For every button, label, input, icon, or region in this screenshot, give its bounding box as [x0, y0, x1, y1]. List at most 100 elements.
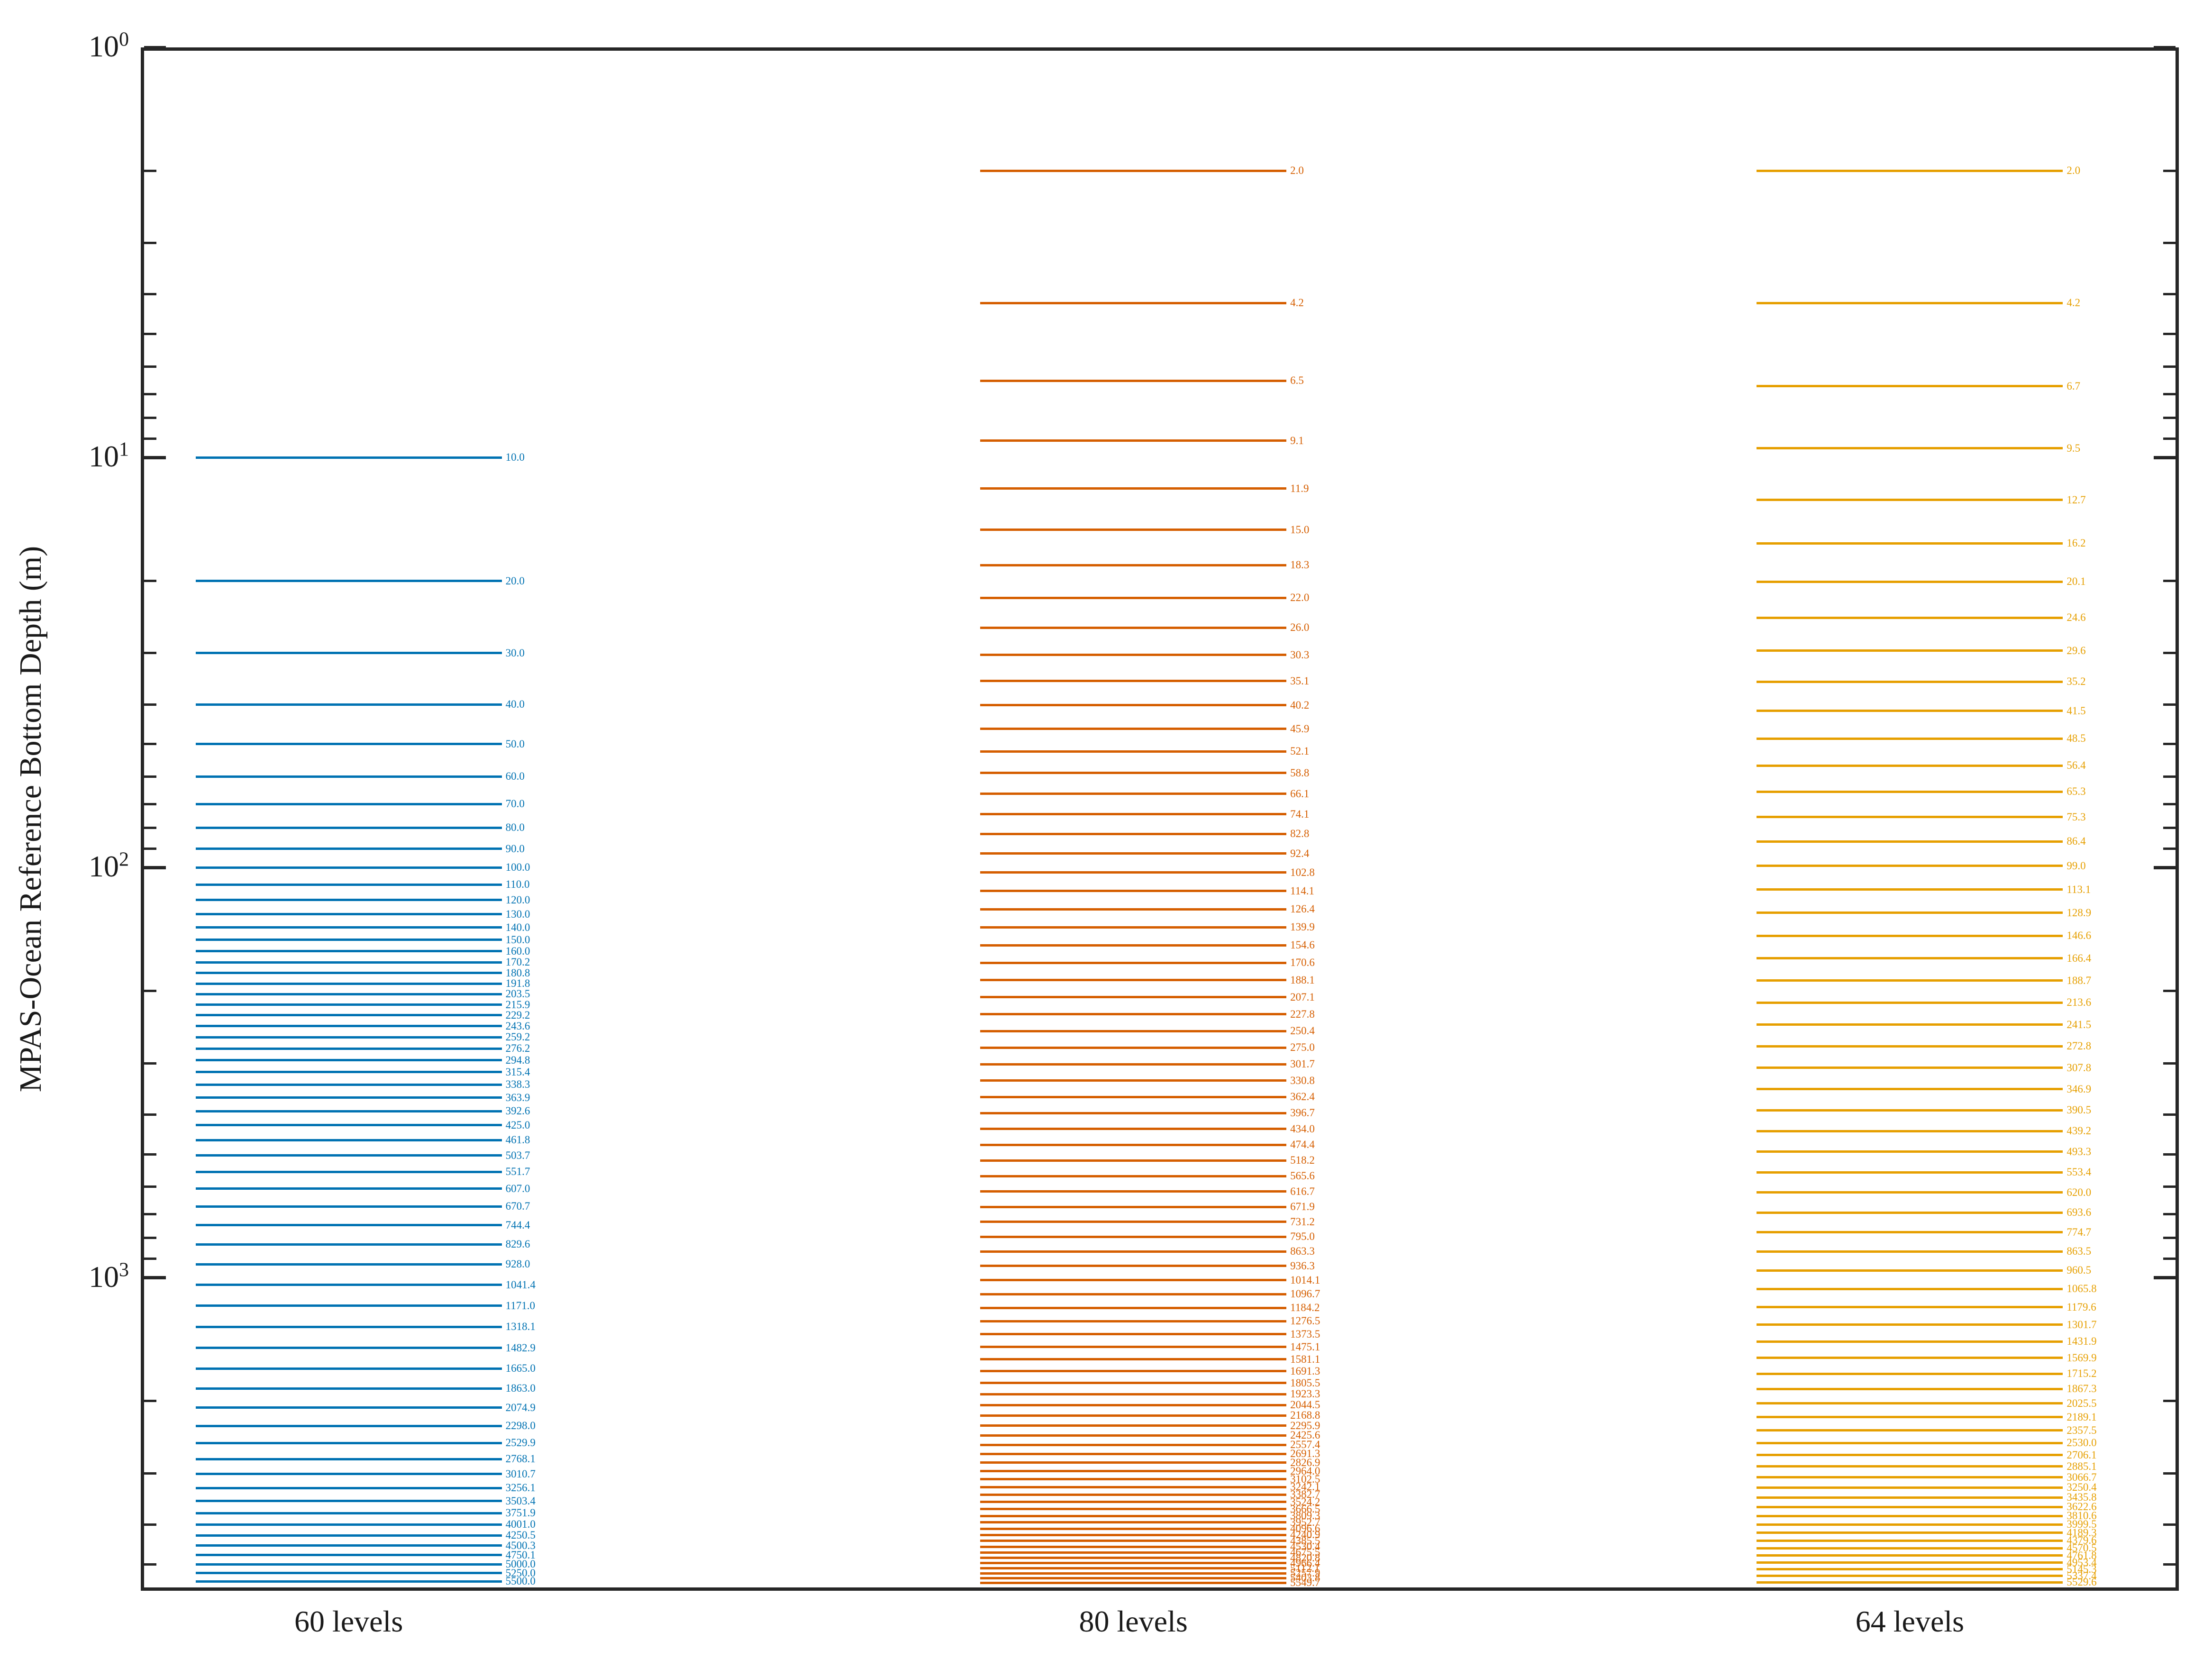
- level-line-60-levels: [195, 1096, 502, 1099]
- level-label-80-levels: 275.0: [1290, 1041, 1315, 1054]
- level-label-60-levels: 363.9: [505, 1091, 530, 1103]
- level-label-80-levels: 2295.9: [1290, 1419, 1320, 1431]
- minor-tick: [144, 826, 156, 829]
- level-line-64-levels: [1757, 1561, 2063, 1564]
- level-line-80-levels: [980, 1079, 1287, 1082]
- level-line-80-levels: [980, 1333, 1287, 1336]
- level-line-64-levels: [1757, 1465, 2063, 1468]
- level-label-80-levels: 188.1: [1290, 974, 1315, 986]
- level-label-60-levels: 4500.3: [505, 1539, 536, 1551]
- level-line-80-levels: [980, 1577, 1287, 1579]
- level-line-60-levels: [195, 913, 502, 916]
- level-line-64-levels: [1757, 499, 2063, 501]
- level-label-60-levels: 4001.0: [505, 1518, 536, 1531]
- minor-tick: [144, 365, 156, 368]
- level-label-64-levels: 439.2: [2066, 1125, 2092, 1137]
- level-line-64-levels: [1757, 1357, 2063, 1359]
- level-label-64-levels: 24.6: [2066, 611, 2086, 624]
- level-line-80-levels: [980, 1293, 1287, 1295]
- level-label-64-levels: 774.7: [2066, 1226, 2092, 1238]
- level-label-80-levels: 6.5: [1290, 374, 1304, 387]
- level-label-80-levels: 22.0: [1290, 592, 1310, 604]
- level-line-60-levels: [195, 1224, 502, 1227]
- level-label-80-levels: 5257.9: [1290, 1567, 1320, 1579]
- level-label-80-levels: 2826.9: [1290, 1456, 1320, 1468]
- level-line-64-levels: [1757, 1547, 2063, 1550]
- level-label-60-levels: 80.0: [505, 821, 525, 834]
- y-tick-base: 10: [89, 439, 119, 474]
- y-tick-exponent: 3: [119, 1259, 129, 1281]
- minor-tick: [144, 293, 156, 296]
- level-label-80-levels: 102.8: [1290, 866, 1315, 878]
- level-line-80-levels: [980, 1514, 1287, 1517]
- level-label-80-levels: 362.4: [1290, 1091, 1315, 1103]
- level-line-64-levels: [1757, 580, 2063, 583]
- level-label-80-levels: 1014.1: [1290, 1274, 1320, 1286]
- level-line-64-levels: [1757, 616, 2063, 619]
- minor-tick: [2163, 1237, 2176, 1240]
- level-label-60-levels: 1041.4: [505, 1278, 536, 1291]
- level-line-60-levels: [195, 1424, 502, 1427]
- level-label-60-levels: 259.2: [505, 1031, 530, 1043]
- y-tick-label: 101: [25, 439, 129, 474]
- level-line-64-levels: [1757, 1372, 2063, 1375]
- level-line-80-levels: [980, 1190, 1287, 1193]
- level-line-60-levels: [195, 1580, 502, 1583]
- level-label-80-levels: 66.1: [1290, 787, 1310, 800]
- y-tick-exponent: 2: [119, 849, 129, 871]
- level-line-60-levels: [195, 1205, 502, 1208]
- level-line-80-levels: [980, 1540, 1287, 1542]
- level-label-64-levels: 166.4: [2066, 952, 2092, 964]
- level-label-80-levels: 3809.3: [1290, 1510, 1320, 1522]
- level-label-64-levels: 9.5: [2066, 442, 2081, 454]
- level-label-64-levels: 188.7: [2066, 974, 2092, 986]
- level-line-64-levels: [1757, 680, 2063, 683]
- level-line-80-levels: [980, 1159, 1287, 1162]
- level-label-80-levels: 1096.7: [1290, 1288, 1320, 1300]
- level-line-80-levels: [980, 944, 1287, 947]
- level-label-80-levels: 5549.7: [1290, 1577, 1320, 1589]
- level-label-80-levels: 1276.5: [1290, 1315, 1320, 1327]
- level-label-64-levels: 56.4: [2066, 759, 2086, 772]
- level-line-80-levels: [980, 1461, 1287, 1464]
- level-line-60-levels: [195, 1014, 502, 1017]
- level-line-64-levels: [1757, 1575, 2063, 1577]
- level-line-80-levels: [980, 1508, 1287, 1511]
- minor-tick: [144, 1212, 156, 1215]
- level-line-80-levels: [980, 1013, 1287, 1016]
- level-line-64-levels: [1757, 1066, 2063, 1069]
- level-line-64-levels: [1757, 385, 2063, 388]
- level-line-80-levels: [980, 1370, 1287, 1373]
- level-line-80-levels: [980, 487, 1287, 490]
- level-line-60-levels: [195, 826, 502, 829]
- level-line-64-levels: [1757, 1402, 2063, 1405]
- level-label-80-levels: 52.1: [1290, 745, 1310, 757]
- level-line-80-levels: [980, 1470, 1287, 1473]
- level-label-60-levels: 392.6: [505, 1105, 530, 1117]
- level-line-80-levels: [980, 979, 1287, 982]
- level-label-80-levels: 3382.7: [1290, 1488, 1320, 1501]
- major-tick: [144, 456, 166, 459]
- level-line-64-levels: [1757, 912, 2063, 914]
- major-tick: [144, 866, 166, 869]
- level-label-60-levels: 1171.0: [505, 1299, 535, 1312]
- level-label-80-levels: 731.2: [1290, 1215, 1315, 1228]
- level-label-64-levels: 146.6: [2066, 930, 2092, 942]
- x-tick-label: 64 levels: [1855, 1604, 1965, 1638]
- level-label-64-levels: 3066.7: [2066, 1471, 2097, 1483]
- level-line-60-levels: [195, 456, 502, 459]
- minor-tick: [2163, 293, 2176, 296]
- level-line-80-levels: [980, 890, 1287, 893]
- level-label-80-levels: 4966.4: [1290, 1557, 1320, 1569]
- level-line-64-levels: [1757, 1539, 2063, 1542]
- level-label-80-levels: 114.1: [1290, 884, 1314, 897]
- level-line-80-levels: [980, 1493, 1287, 1496]
- level-label-64-levels: 2.0: [2066, 164, 2081, 177]
- x-tick-label: 80 levels: [1079, 1604, 1188, 1638]
- level-line-60-levels: [195, 1059, 502, 1062]
- level-label-60-levels: 3751.9: [505, 1507, 536, 1519]
- level-line-80-levels: [980, 871, 1287, 874]
- level-label-60-levels: 744.4: [505, 1219, 530, 1231]
- level-line-64-levels: [1757, 1130, 2063, 1132]
- minor-tick: [2163, 743, 2176, 746]
